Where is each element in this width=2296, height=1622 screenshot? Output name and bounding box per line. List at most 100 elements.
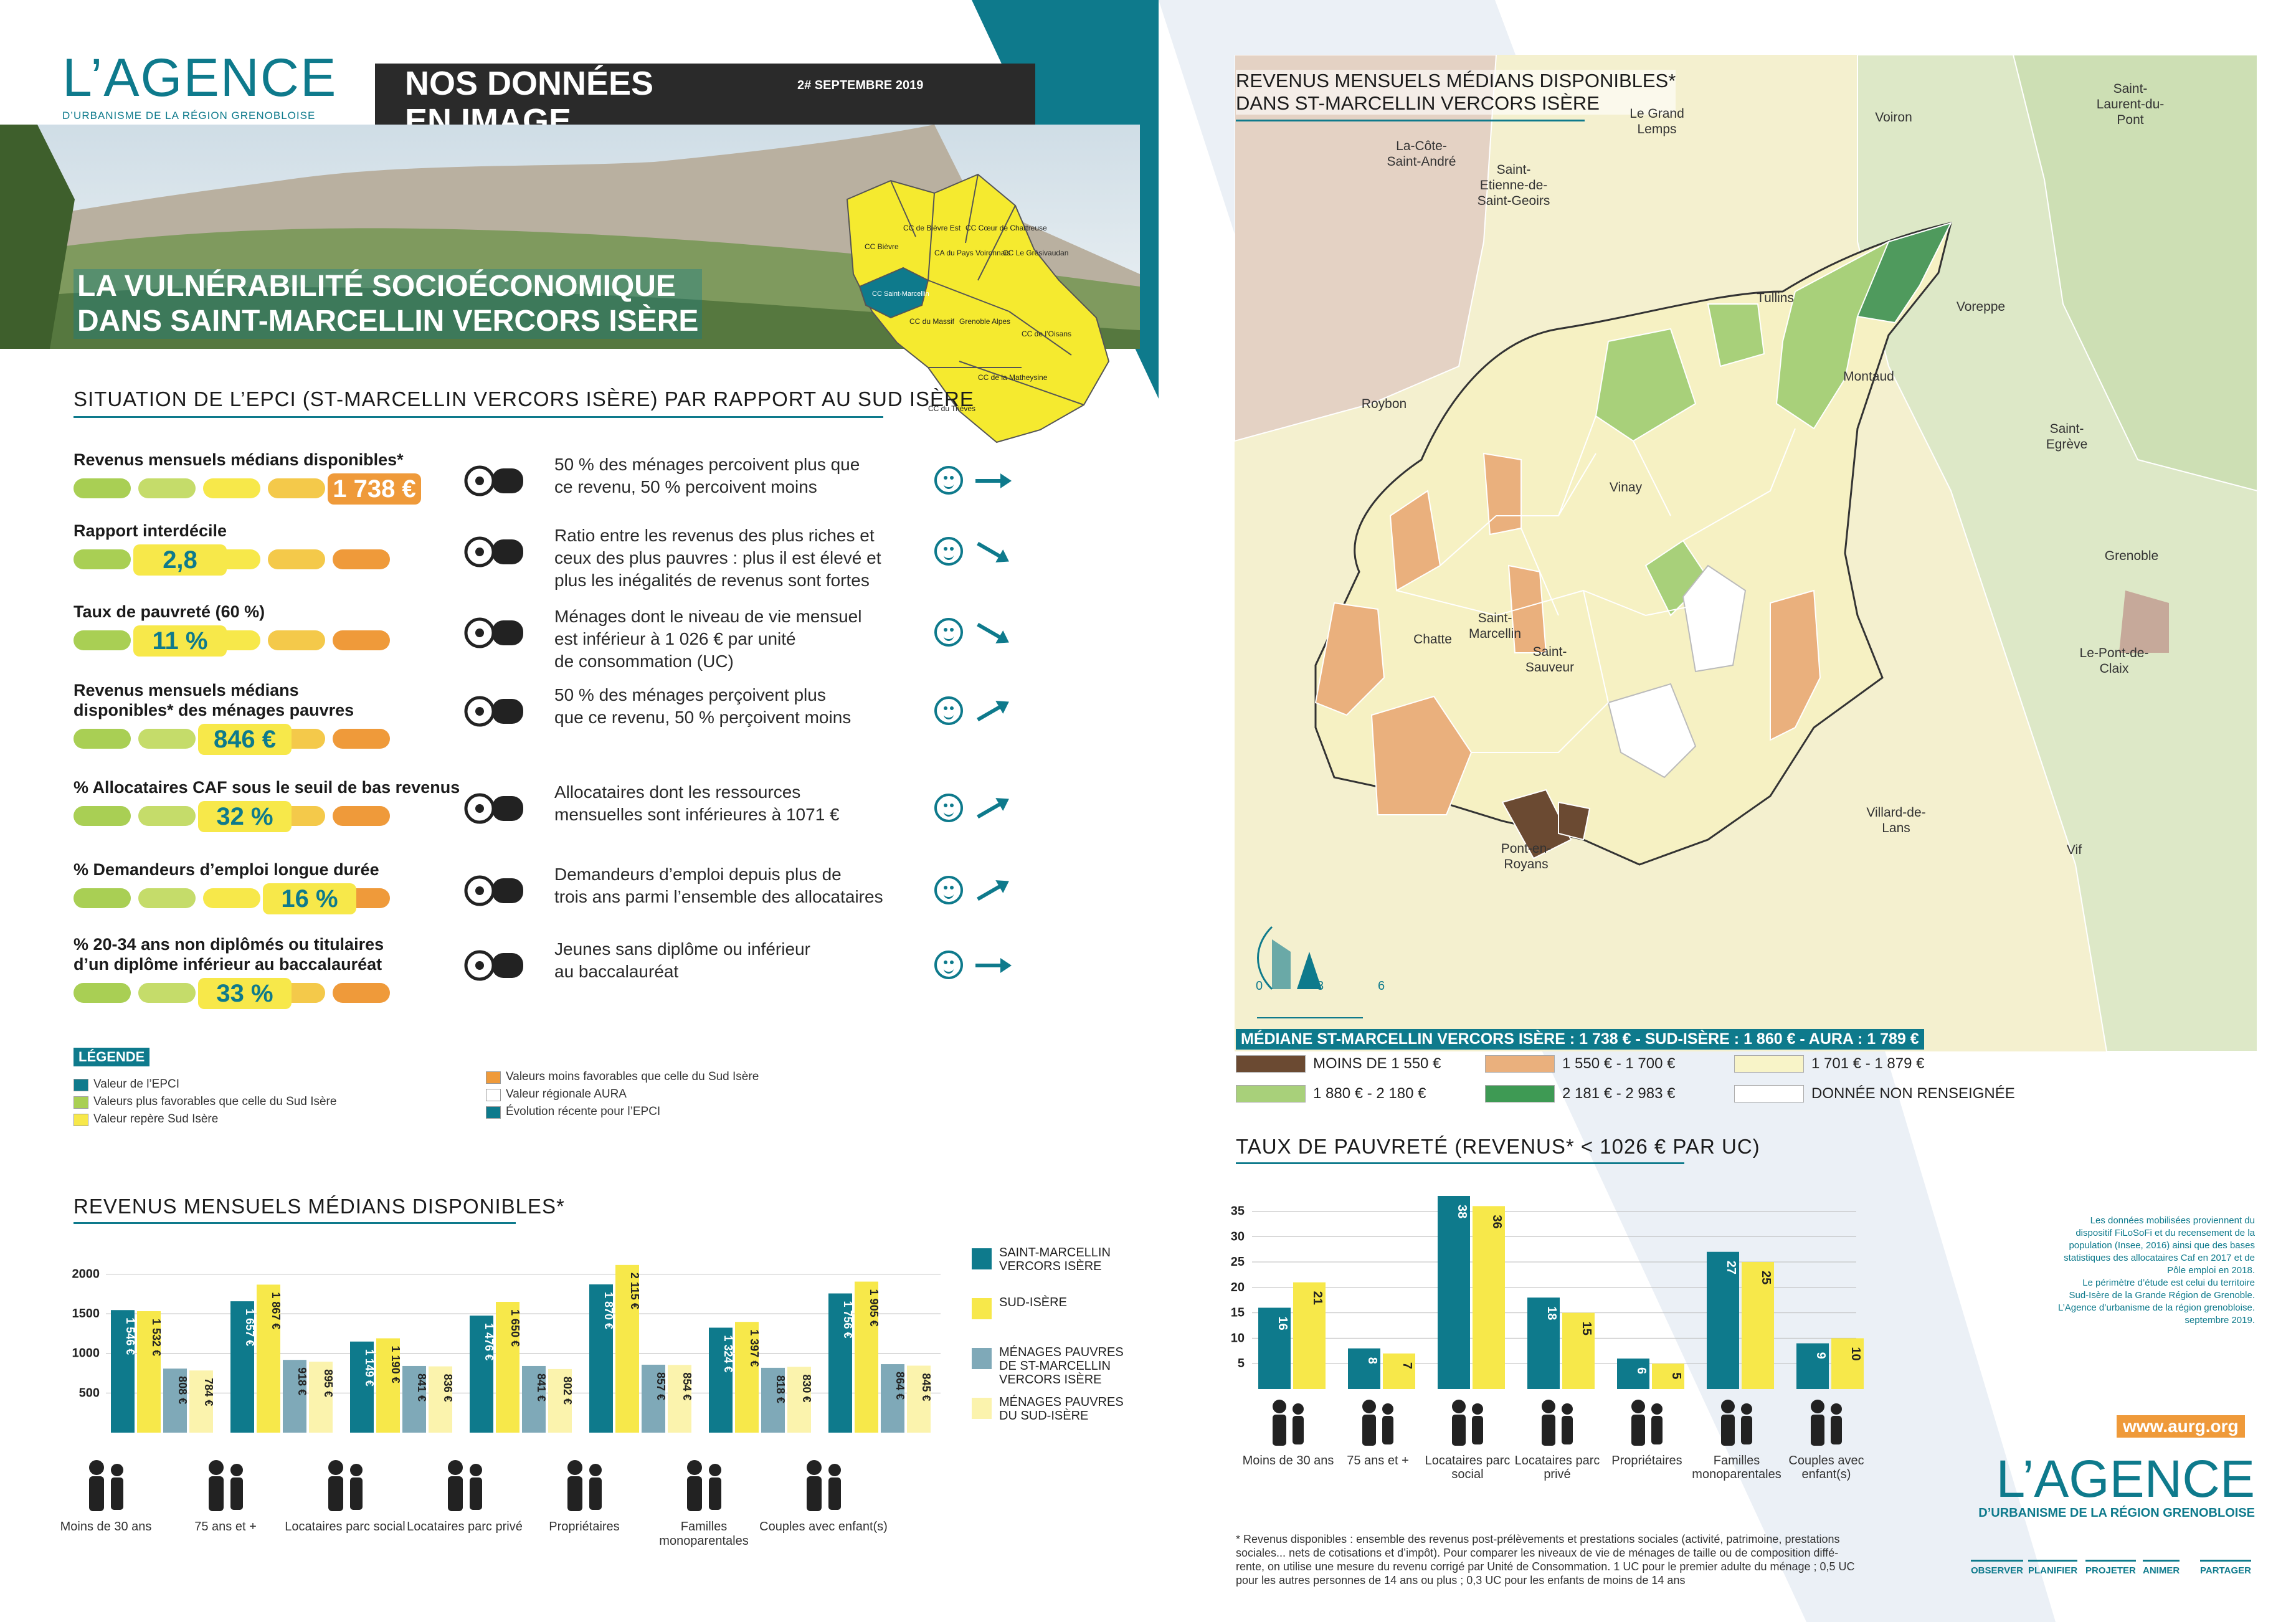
category-icon	[1705, 1398, 1768, 1448]
bar-value-label: 808 €	[176, 1376, 189, 1404]
indicator-label-line: Revenus mensuels médians disponibles*	[74, 450, 404, 469]
bar	[1831, 1338, 1864, 1389]
smiley-icon	[934, 696, 963, 725]
income-legend-line: SUD-ISÈRE	[999, 1296, 1067, 1309]
legend-swatch	[486, 1071, 501, 1084]
bar	[230, 1301, 254, 1433]
bar	[1707, 1251, 1739, 1389]
header-logo[interactable]: L’AGENCE D’URBANISME DE LA RÉGION GRENOB…	[62, 50, 361, 143]
piggy-banks-icon	[461, 527, 529, 577]
website-link[interactable]: www.aurg.org	[2117, 1415, 2245, 1438]
legend-label: Valeur repère Sud Isère	[93, 1112, 219, 1126]
locator-label-6: CC du Massif	[909, 317, 955, 326]
bar-value-label: 1 756 €	[842, 1301, 854, 1339]
indicator-label: Taux de pauvreté (60 %)	[74, 602, 510, 622]
category-icon	[547, 1458, 622, 1514]
trend-arrow-down-icon	[972, 533, 1013, 571]
indicator-scale-segment	[138, 806, 196, 826]
indicator-description-line: ceux des plus pauvres : plus il est élev…	[554, 548, 881, 567]
y-tick-label: 10	[1231, 1331, 1245, 1345]
category-caption: Familles monoparentales	[659, 1520, 749, 1548]
smiley-mouth	[944, 633, 954, 641]
locator-label-9: CC de la Matheysine	[978, 373, 1048, 382]
bar-value-label: 864 €	[894, 1372, 906, 1400]
bar-value-label: 1 324 €	[722, 1335, 734, 1372]
income-legend-line: VERCORS ISÈRE	[999, 1259, 1102, 1273]
indicator-label-line: Revenus mensuels médians	[74, 681, 299, 700]
indicator-description-line: au baccalauréat	[554, 962, 679, 981]
main-title-2: DANS SAINT-MARCELLIN VERCORS ISÈRE	[74, 304, 703, 339]
category-caption: 75 ans et +	[1347, 1454, 1409, 1468]
category-caption: Moins de 30 ans	[60, 1520, 152, 1534]
footer-nav-planifier[interactable]: PLANIFIER	[2028, 1560, 2078, 1576]
footer-nav-animer[interactable]: ANIMER	[2143, 1560, 2180, 1576]
locator-map: CC Bièvre CC de Bièvre Est CA du Pays Vo…	[846, 173, 1110, 443]
bar	[907, 1365, 931, 1433]
income-legend-label: SAINT-MARCELLIN VERCORS ISÈRE	[999, 1246, 1111, 1273]
bar-value-label: 841 €	[535, 1373, 548, 1401]
smiley-icon	[934, 794, 963, 822]
indicator-label-line: % Demandeurs d’emploi longue durée	[74, 860, 379, 879]
footer-nav-projeter[interactable]: PROJETER	[2085, 1560, 2136, 1576]
smiley-icon	[934, 876, 963, 904]
bar-value-label: 38	[1455, 1205, 1469, 1218]
footer-nav-partager[interactable]: PARTAGER	[2200, 1560, 2251, 1576]
category-icon	[308, 1458, 382, 1514]
smiley-icon	[934, 537, 963, 566]
bar	[189, 1370, 213, 1433]
indicator-scale-segment	[74, 478, 131, 498]
bar-value-label: 8	[1365, 1357, 1379, 1364]
smiley-mouth	[944, 552, 954, 560]
bar-value-label: 9	[1814, 1352, 1828, 1359]
map-place-label: Tullins	[1757, 291, 1794, 305]
category-caption: Couples avec enfant(s)	[1788, 1454, 1864, 1481]
indicator-value: 2,8	[133, 544, 227, 576]
bar-value-label: 1 546 €	[124, 1317, 136, 1355]
footer-logo-text: L’AGENCE	[1996, 1449, 2256, 1508]
bar-value-label: 784 €	[202, 1378, 215, 1406]
sources-line: septembre 2019.	[2185, 1315, 2255, 1326]
income-map	[1235, 55, 2257, 1051]
footnote-line: rente, on utilise une mesure du revenu c…	[1236, 1560, 1855, 1573]
bar-value-label: 841 €	[415, 1373, 428, 1401]
smiley-mouth	[944, 891, 954, 899]
indicator-scale-segment	[138, 478, 196, 498]
footer-nav-observer[interactable]: OBSERVER	[1971, 1560, 2023, 1576]
category-caption: 75 ans et +	[194, 1520, 257, 1534]
indicator-scale-segment	[138, 729, 196, 749]
y-tick-label: 500	[79, 1386, 100, 1400]
map-class-swatch	[1236, 1055, 1306, 1073]
bar-value-label: 854 €	[681, 1372, 693, 1400]
income-legend-swatch	[972, 1298, 992, 1319]
sources-line: Pôle emploi en 2018.	[2167, 1265, 2255, 1276]
legend-title: LÉGENDE	[74, 1048, 150, 1066]
bar	[163, 1368, 187, 1433]
footer-logo[interactable]: L’AGENCE D’URBANISME DE LA RÉGION GRENOB…	[1968, 1451, 2255, 1520]
indicator-label-line: % Allocataires CAF sous le seuil de bas …	[74, 778, 460, 797]
bar-value-label: 10	[1849, 1347, 1862, 1360]
bar-value-label: 836 €	[442, 1374, 454, 1402]
graduation-cap-icon	[461, 941, 529, 990]
smiley-mouth	[944, 481, 954, 489]
main-title: LA VULNÉRABILITÉ SOCIOÉCONOMIQUE DANS SA…	[74, 269, 703, 339]
map-class-label: 1 701 € - 1 879 €	[1811, 1055, 1925, 1072]
trend-arrow-stable-icon	[972, 462, 1013, 500]
indicator-label-line: disponibles* des ménages pauvres	[74, 701, 354, 719]
legend-label: Valeur de l’EPCI	[93, 1078, 179, 1091]
indicator-value: 1 738 €	[328, 473, 421, 505]
bar	[668, 1365, 691, 1433]
category-caption: Propriétaires	[549, 1520, 620, 1534]
legend-swatch	[74, 1114, 88, 1126]
income-legend-line: MÉNAGES PAUVRES	[999, 1395, 1124, 1409]
balance-piggy-icon	[461, 456, 529, 506]
bar-value-label: 27	[1724, 1261, 1738, 1274]
poverty-bar-chart: 5 10 15 20 25 30 35 16 21 8 7 38 36 18 15 6 5 27 25 9 10	[1231, 1196, 1864, 1389]
bar	[137, 1311, 161, 1433]
bar-value-label: 1 867 €	[270, 1292, 282, 1329]
map-place-label: Vinay	[1609, 480, 1643, 495]
bar	[1293, 1282, 1326, 1389]
indicator-description: Ménages dont le niveau de vie mensuel est…	[554, 605, 928, 673]
y-tick-label: 5	[1238, 1357, 1245, 1370]
indicator-value: 33 %	[198, 978, 292, 1009]
income-legend-swatch	[972, 1248, 992, 1269]
